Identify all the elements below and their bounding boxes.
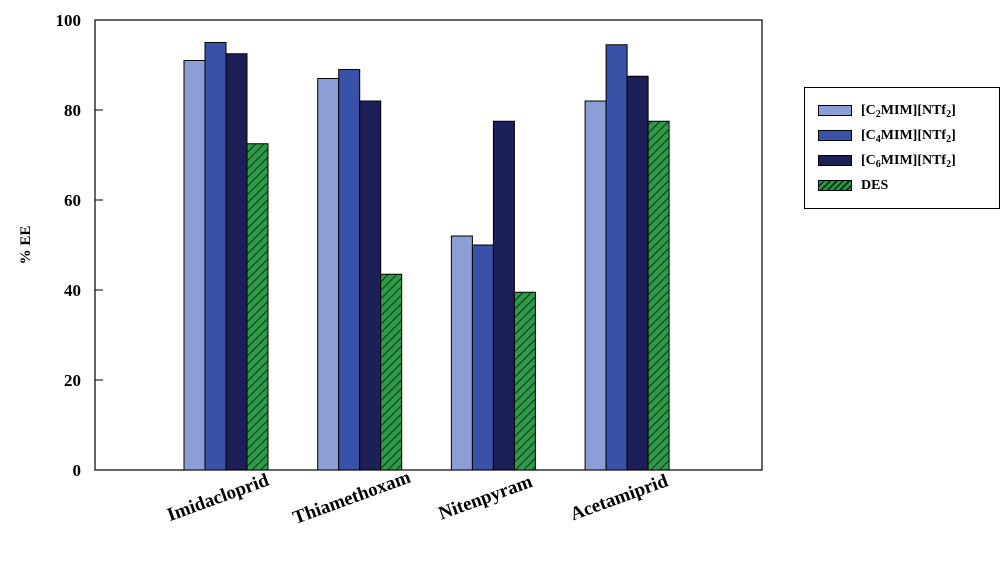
bar-imidacloprid-series-2 bbox=[204, 42, 227, 471]
bar-thiamethoxam-series-4 bbox=[380, 273, 403, 471]
legend-item: DES bbox=[805, 173, 999, 198]
legend-swatch bbox=[818, 180, 852, 191]
x-category-label: Thiamethoxam bbox=[290, 467, 413, 529]
bar-imidacloprid-series-4 bbox=[246, 143, 269, 471]
bar-acetamiprid-series-4 bbox=[647, 120, 670, 471]
y-tick-label: 80 bbox=[64, 101, 81, 120]
bar-thiamethoxam-series-1 bbox=[317, 78, 340, 471]
legend-swatch bbox=[818, 105, 852, 116]
legend-label: [C4MIM][NTf2] bbox=[861, 127, 956, 145]
x-category-label: Imidacloprid bbox=[164, 470, 272, 526]
bar-thiamethoxam-series-3 bbox=[359, 100, 382, 471]
bar-acetamiprid-series-3 bbox=[626, 75, 649, 471]
x-category-label: Nitenpyram bbox=[436, 471, 536, 524]
legend-item: [C2MIM][NTf2] bbox=[805, 98, 999, 123]
bar-imidacloprid-series-3 bbox=[225, 53, 248, 471]
legend-swatch bbox=[818, 155, 852, 166]
bar-acetamiprid-series-1 bbox=[584, 100, 607, 471]
y-tick-label: 100 bbox=[56, 11, 82, 30]
bar-nitenpyram-series-3 bbox=[492, 120, 515, 471]
x-axis: Imidacloprid Thiamethoxam Nitenpyram Acetam… bbox=[164, 467, 671, 529]
y-axis: 0 20 40 60 80 100 bbox=[56, 11, 103, 480]
plot-frame bbox=[94, 19, 763, 471]
legend-label: [C6MIM][NTf2] bbox=[861, 152, 956, 170]
legend-item: [C6MIM][NTf2] bbox=[805, 148, 999, 173]
bar-nitenpyram-series-2 bbox=[471, 244, 494, 471]
bars bbox=[183, 42, 670, 471]
y-tick-label: 0 bbox=[73, 461, 82, 480]
y-axis-label: % EE bbox=[18, 226, 34, 265]
bar-nitenpyram-series-4 bbox=[513, 291, 536, 471]
y-tick-label: 20 bbox=[64, 371, 81, 390]
bar-thiamethoxam-series-2 bbox=[338, 69, 361, 471]
legend: [C2MIM][NTf2] [C4MIM][NTf2] [C6MIM][NTf2] D… bbox=[804, 87, 1000, 209]
bar-imidacloprid-series-1 bbox=[183, 60, 206, 471]
bar-acetamiprid-series-2 bbox=[605, 44, 628, 471]
y-tick-label: 40 bbox=[64, 281, 81, 300]
bar-nitenpyram-series-1 bbox=[450, 235, 473, 471]
legend-swatch bbox=[818, 130, 852, 141]
x-category-label: Acetamiprid bbox=[568, 470, 672, 525]
y-tick-label: 60 bbox=[64, 191, 81, 210]
legend-item: [C4MIM][NTf2] bbox=[805, 123, 999, 148]
legend-label: DES bbox=[861, 177, 889, 193]
legend-label: [C2MIM][NTf2] bbox=[861, 102, 956, 120]
